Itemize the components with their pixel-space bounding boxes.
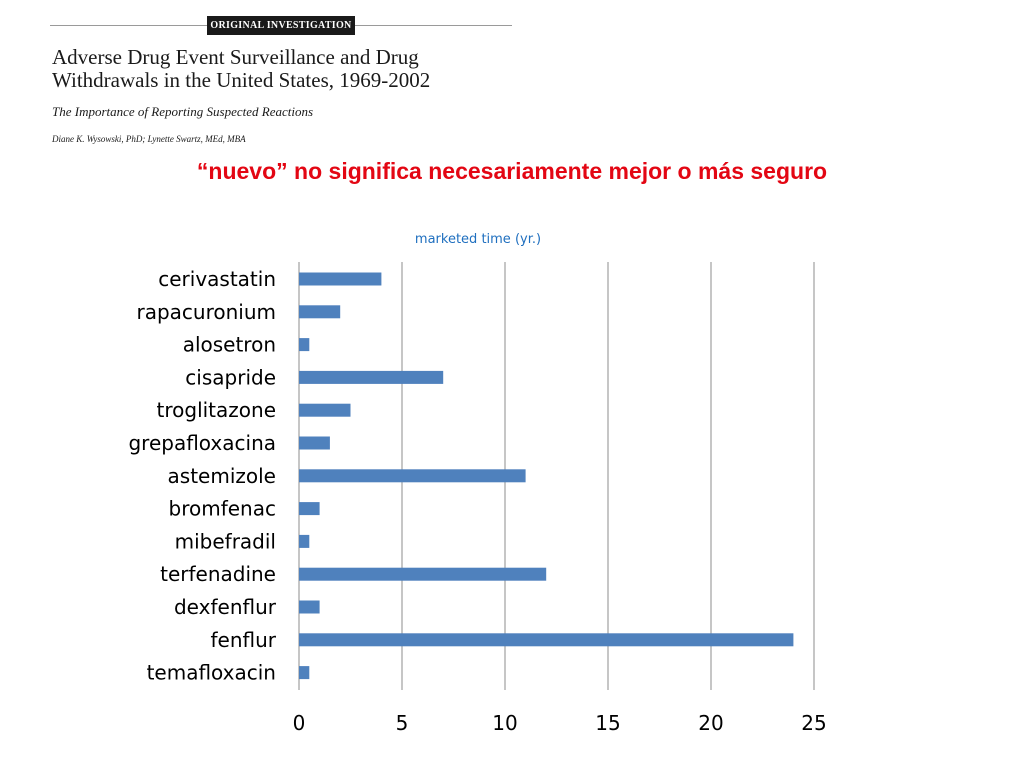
- section-badge: ORIGINAL INVESTIGATION: [207, 16, 355, 35]
- category-label: grepafloxacina: [128, 431, 276, 455]
- bar: [299, 469, 526, 483]
- article-authors: Diane K. Wysowski, PhD; Lynette Swartz, …: [52, 134, 246, 144]
- bar: [299, 403, 351, 417]
- bar: [299, 502, 320, 516]
- x-tick-label: 20: [698, 711, 723, 735]
- bar: [299, 305, 341, 319]
- bar: [299, 338, 310, 352]
- x-tick-label: 25: [801, 711, 826, 735]
- bar: [299, 666, 310, 680]
- x-tick-label: 15: [595, 711, 620, 735]
- x-tick-label: 0: [293, 711, 306, 735]
- bar: [299, 370, 444, 384]
- category-label: rapacuronium: [136, 300, 276, 324]
- category-label: fenflur: [210, 628, 276, 652]
- bar: [299, 567, 547, 581]
- category-label: troglitazone: [157, 398, 276, 422]
- bar: [299, 534, 310, 548]
- bar: [299, 633, 794, 647]
- category-label: cisapride: [185, 365, 276, 389]
- category-label: alosetron: [183, 333, 276, 357]
- article-subtitle: The Importance of Reporting Suspected Re…: [52, 104, 314, 119]
- category-label: astemizole: [168, 464, 276, 488]
- bar: [299, 600, 320, 614]
- bar: [299, 272, 382, 286]
- category-label: bromfenac: [169, 497, 276, 521]
- chart-title: marketed time (yr.): [415, 232, 541, 247]
- category-label: mibefradil: [175, 529, 276, 553]
- category-label: terfenadine: [160, 562, 276, 586]
- chart-bars: [299, 272, 794, 680]
- x-tick-label: 5: [396, 711, 409, 735]
- category-label: dexfenflur: [174, 595, 277, 619]
- bar: [299, 436, 330, 450]
- chart-labels: 0 5 10 15 20 25 cerivastatin rapacuronium aloset…: [128, 267, 826, 735]
- category-label: temafloxacin: [147, 661, 276, 685]
- article-title: Adverse Drug Event Surveillance and Drug…: [52, 45, 431, 92]
- slide-headline: “nuevo” no significa necesariamente mejo…: [196, 158, 828, 184]
- x-tick-label: 10: [492, 711, 517, 735]
- category-label: cerivastatin: [158, 267, 276, 291]
